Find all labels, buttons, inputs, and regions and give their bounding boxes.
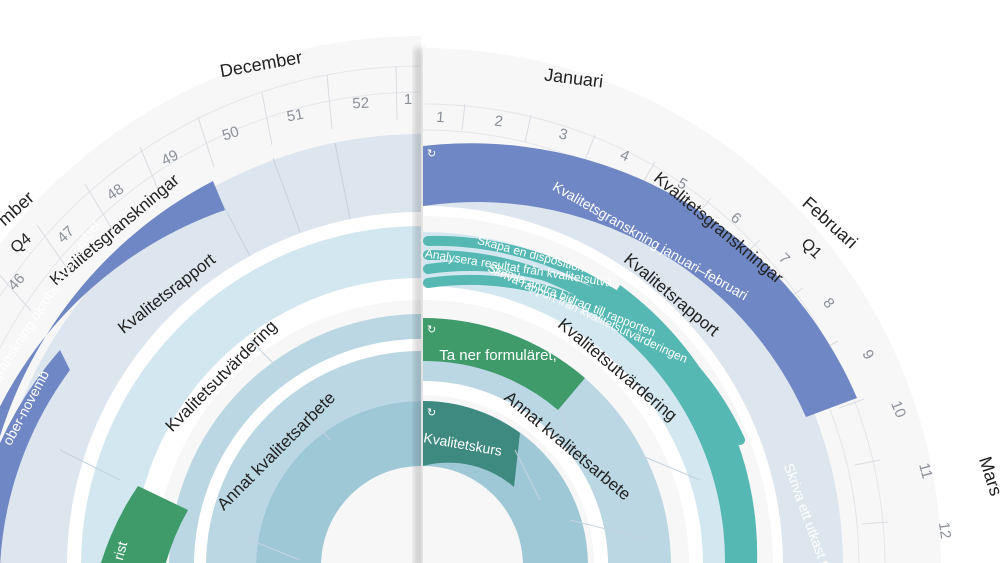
left-half — [0, 36, 422, 563]
week-number-6: 52 — [352, 95, 370, 113]
left-ring1-bg — [0, 134, 421, 563]
week-number-3: 49 — [159, 147, 182, 170]
week-number-2: 48 — [104, 181, 127, 204]
activity-label-formularet: Ta ner formuläret, — [439, 347, 557, 364]
left-week-ticks — [0, 65, 398, 312]
recurring-icon-2[interactable]: ↻ — [427, 324, 436, 336]
week-number-19: 12 — [935, 521, 954, 540]
week-number-9: 2 — [493, 113, 504, 131]
left-ring4-bg — [256, 401, 421, 563]
right-ring3-bg — [423, 318, 671, 563]
right-ring4-activity[interactable] — [423, 401, 520, 487]
right-ring3-activity[interactable] — [423, 317, 585, 410]
left-weeks-ring-border — [0, 65, 422, 298]
right-ring-separators — [514, 409, 701, 541]
week-number-17: 10 — [887, 398, 909, 420]
month-label-mars: Mars — [975, 454, 1000, 498]
activity-bar-green-left[interactable] — [100, 486, 188, 563]
right-half — [414, 48, 941, 563]
right-gap3 — [423, 381, 608, 563]
activity-bar-skriva-rapport — [423, 274, 735, 457]
week-number-7: 1 — [404, 91, 412, 108]
week-number-18: 11 — [915, 461, 935, 480]
left-ring3-bg — [169, 314, 421, 563]
week-number-5: 51 — [286, 106, 305, 126]
activity-label-rist: rist — [110, 540, 130, 562]
right-weeks-ring-border — [422, 103, 886, 563]
thin-activity-bars[interactable] — [423, 235, 745, 457]
recurring-icon-1[interactable]: ↻ — [427, 148, 436, 160]
week-number-8: 1 — [436, 109, 446, 127]
left-ring3-bg-b — [206, 351, 421, 563]
activity-bar-q4-granskning[interactable] — [0, 181, 225, 563]
left-gap2 — [133, 278, 421, 563]
right-ring1-activity[interactable] — [423, 143, 857, 417]
right-ring2-activity[interactable] — [600, 285, 758, 563]
activity-bar-samla — [423, 261, 745, 445]
activity-bar-q4-granskning-2[interactable] — [0, 350, 70, 563]
recurring-icon-3[interactable]: ↻ — [427, 407, 436, 419]
left-weeks-ring-border-inner — [0, 91, 422, 350]
activity-bar-disposition — [423, 235, 630, 307]
week-number-4: 50 — [220, 123, 241, 144]
